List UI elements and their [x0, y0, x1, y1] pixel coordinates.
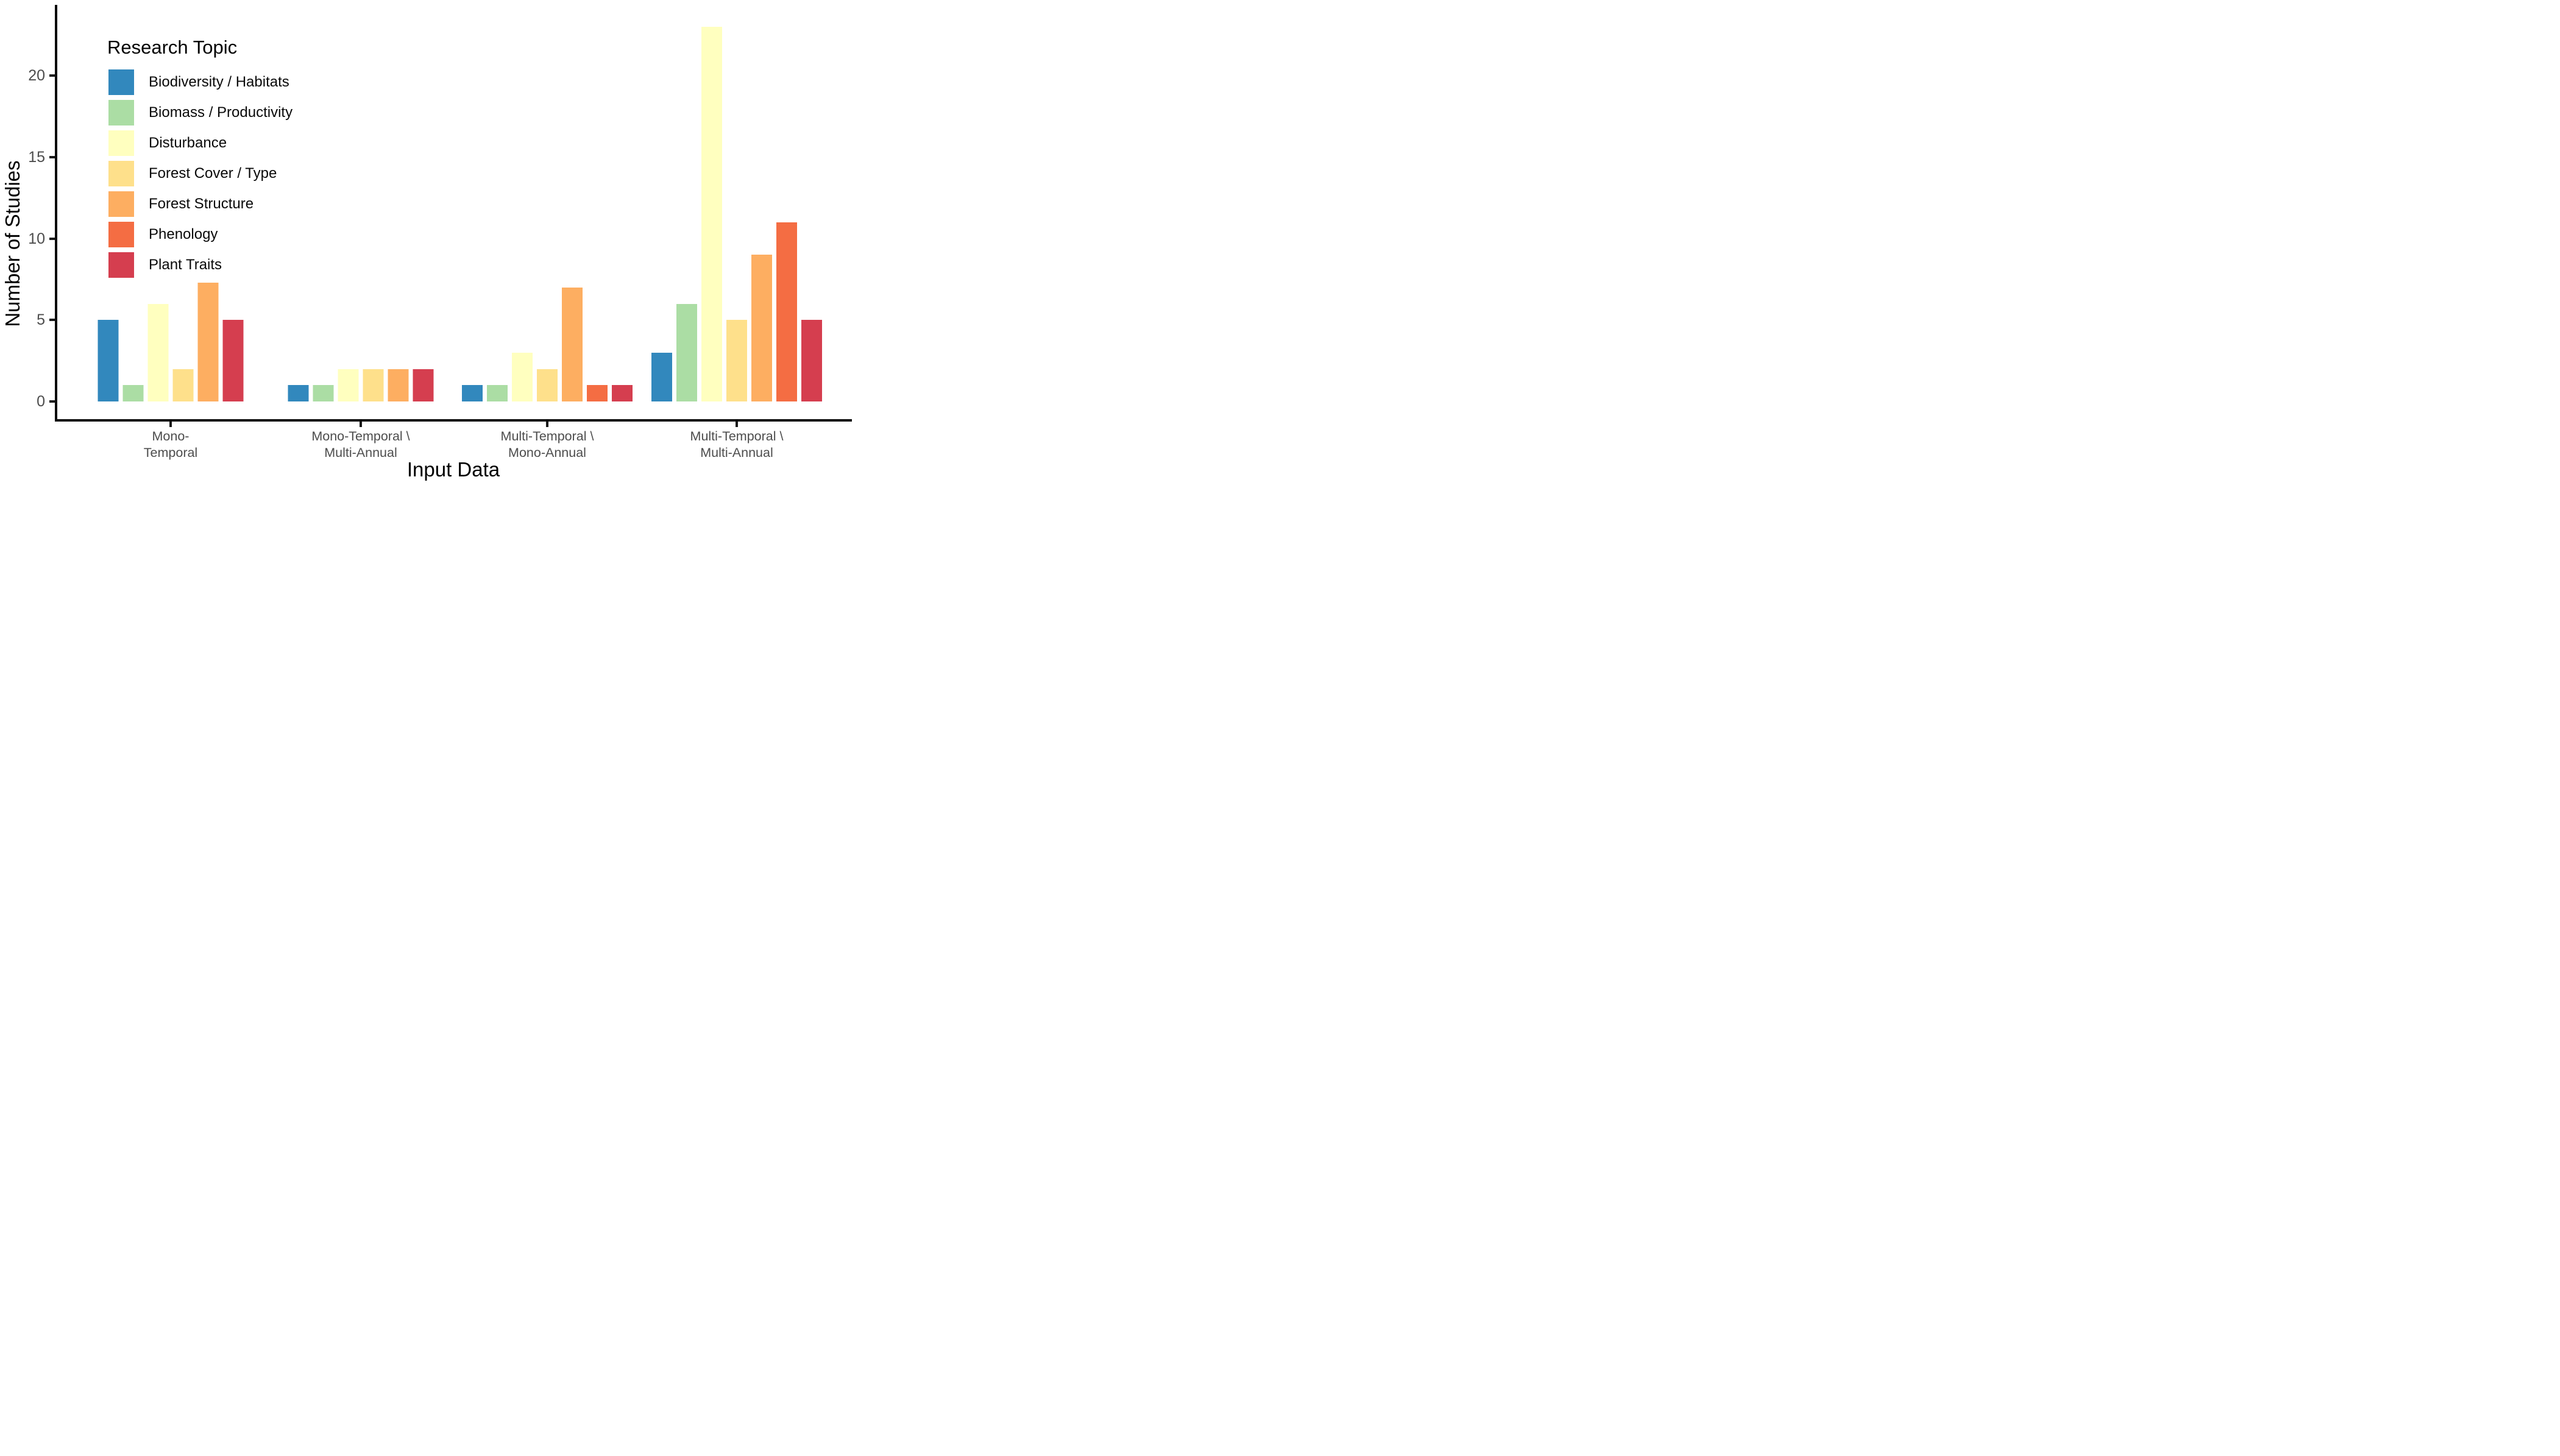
bar-forest-cover-type-group4	[726, 320, 747, 401]
bar-disturbance-group1	[147, 303, 169, 401]
y-axis-line	[55, 5, 57, 422]
bar-biodiversity-habitats-group1	[98, 320, 119, 401]
y-tick-mark	[49, 400, 55, 403]
legend-label: Forest Structure	[149, 196, 254, 212]
x-axis-title: Input Data	[406, 458, 500, 481]
bar-biodiversity-habitats-group2	[288, 385, 309, 401]
x-axis-line	[55, 419, 852, 422]
bar-group-4	[651, 26, 822, 401]
bar-forest-structure-group1	[197, 282, 219, 401]
x-category-label-line1: Mono-	[152, 429, 190, 444]
bar-biomass-productivity-group3	[487, 385, 508, 401]
bar-group-3	[462, 287, 633, 401]
x-category-label-3: Multi-Temporal \ Mono-Annual	[444, 428, 651, 461]
bar-disturbance-group2	[338, 369, 359, 401]
legend-color-swatch	[108, 100, 134, 125]
legend-color-swatch	[108, 130, 134, 156]
x-tick-mark	[360, 422, 362, 427]
bar-plant-traits-group2	[413, 369, 434, 401]
x-category-label-1: Mono- Temporal	[67, 428, 274, 461]
bar-biodiversity-habitats-group4	[651, 352, 672, 401]
bar-plant-traits-group1	[222, 320, 244, 401]
legend-color-swatch	[108, 191, 134, 217]
bar-group-1	[98, 282, 244, 401]
legend-label: Biodiversity / Habitats	[149, 74, 289, 90]
y-tick-mark	[49, 237, 55, 240]
x-category-label-line2: Mono-Annual	[508, 445, 586, 460]
x-tick-mark	[546, 422, 548, 427]
x-category-label-line1: Mono-Temporal \	[311, 429, 410, 444]
x-category-label-2: Mono-Temporal \ Multi-Annual	[257, 428, 464, 461]
x-category-label-line2: Temporal	[143, 445, 198, 460]
bar-forest-cover-type-group3	[537, 369, 558, 401]
x-category-label-line2: Multi-Annual	[324, 445, 397, 460]
bar-plant-traits-group4	[801, 320, 822, 401]
legend-color-swatch	[108, 252, 134, 278]
y-tick-label: 20	[28, 67, 45, 84]
bar-biomass-productivity-group4	[676, 303, 697, 401]
bar-plant-traits-group3	[612, 385, 633, 401]
x-tick-mark	[736, 422, 738, 427]
y-tick-label: 15	[28, 148, 45, 166]
bar-phenology-group4	[776, 222, 797, 401]
bar-forest-cover-type-group1	[172, 369, 194, 401]
legend-title: Research Topic	[107, 37, 238, 58]
legend-label: Phenology	[149, 226, 218, 242]
bar-phenology-group3	[587, 385, 608, 401]
bar-forest-structure-group2	[388, 369, 409, 401]
legend-label: Disturbance	[149, 135, 227, 151]
bar-forest-structure-group4	[751, 255, 772, 401]
bar-forest-cover-type-group2	[363, 369, 384, 401]
bar-group-2	[288, 369, 434, 401]
y-tick-mark	[49, 74, 55, 77]
y-tick-mark	[49, 319, 55, 322]
y-tick-mark	[49, 155, 55, 158]
bar-biodiversity-habitats-group3	[462, 385, 483, 401]
x-category-label-4: Multi-Temporal \ Multi-Annual	[633, 428, 840, 461]
legend-color-swatch	[108, 161, 134, 186]
y-tick-label: 0	[37, 393, 45, 410]
legend-label: Biomass / Productivity	[149, 104, 293, 121]
x-category-label-line1: Multi-Temporal \	[690, 429, 784, 444]
bar-disturbance-group4	[701, 26, 722, 401]
legend-label: Plant Traits	[149, 256, 222, 273]
legend-label: Forest Cover / Type	[149, 165, 277, 182]
legend-color-swatch	[108, 222, 134, 247]
y-tick-label: 5	[37, 311, 45, 329]
bar-biomass-productivity-group2	[313, 385, 334, 401]
x-tick-mark	[169, 422, 172, 427]
y-tick-label: 10	[28, 230, 45, 247]
bar-disturbance-group3	[512, 352, 533, 401]
x-category-label-line2: Multi-Annual	[700, 445, 773, 460]
x-category-label-line1: Multi-Temporal \	[500, 429, 594, 444]
bar-biomass-productivity-group1	[122, 385, 144, 401]
bar-chart-figure: Number of Studies 0 5 10 15 20 Mono- Temporal…	[0, 0, 853, 486]
legend-color-swatch	[108, 69, 134, 95]
bar-forest-structure-group3	[562, 287, 583, 401]
